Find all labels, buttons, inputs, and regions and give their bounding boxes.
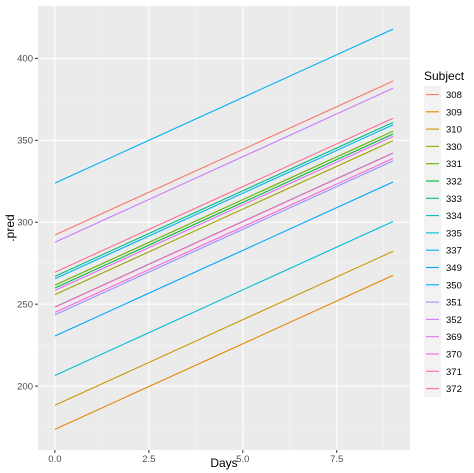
x-tick-label: 0.0 (48, 454, 61, 465)
legend-label: 349 (446, 263, 462, 274)
legend-label: 308 (446, 90, 462, 101)
y-tick-label: 250 (17, 299, 33, 310)
minor-gridlines (38, 6, 410, 450)
series-line-351 (54, 160, 394, 316)
series-line-337 (54, 28, 394, 184)
legend-label: 331 (446, 159, 462, 170)
x-tick-label: 7.5 (330, 454, 343, 465)
series-line-352 (54, 87, 394, 243)
y-tick-label: 400 (17, 54, 33, 65)
series-line-310 (54, 250, 394, 406)
major-gridlines (38, 6, 410, 450)
legend-label: 310 (446, 125, 462, 136)
legend-label: 369 (446, 332, 462, 343)
legend-label: 372 (446, 384, 462, 395)
series-line-349 (54, 181, 394, 337)
legend-label: 371 (446, 367, 462, 378)
legend-label: 309 (446, 107, 462, 118)
legend-items: 308 309 310 330 331 332 333 334 335 337 349 350 351 3… (424, 86, 462, 398)
legend-label: 335 (446, 228, 462, 239)
series-line-372 (54, 117, 394, 273)
legend-label: 330 (446, 142, 462, 153)
legend-label: 334 (446, 211, 462, 222)
legend-label: 350 (446, 280, 462, 291)
x-tick-label: 5.0 (236, 454, 249, 465)
y-axis: 200 250 300 350 400 (17, 54, 38, 392)
x-axis-title: Days (210, 456, 237, 470)
y-axis-title: .pred (3, 214, 17, 241)
legend-label: 352 (446, 315, 462, 326)
series-line-309 (54, 274, 394, 430)
legend-label: 332 (446, 177, 462, 188)
legend-title: Subject (424, 69, 465, 83)
plot-panel (38, 6, 410, 450)
series-lines (54, 28, 394, 430)
legend-label: 337 (446, 246, 462, 257)
series-line-330 (54, 140, 394, 296)
series-line-332 (54, 133, 394, 289)
legend-label: 370 (446, 350, 462, 361)
x-tick-label: 2.5 (142, 454, 155, 465)
y-tick-label: 200 (17, 381, 33, 392)
legend-label: 351 (446, 298, 462, 309)
series-line-335 (54, 220, 394, 376)
series-line-308 (54, 80, 394, 236)
legend: Subject 308 309 310 330 331 332 333 334 335 337 34… (424, 69, 465, 398)
series-line-371 (54, 152, 394, 308)
y-tick-label: 350 (17, 136, 33, 147)
series-line-333 (54, 121, 394, 277)
series-line-369 (54, 135, 394, 291)
series-line-331 (54, 130, 394, 286)
y-tick-label: 300 (17, 218, 33, 229)
series-line-370 (54, 157, 394, 313)
legend-label: 333 (446, 194, 462, 205)
x-axis: 0.0 2.5 5.0 7.5 (48, 450, 343, 465)
series-line-350 (54, 124, 394, 280)
